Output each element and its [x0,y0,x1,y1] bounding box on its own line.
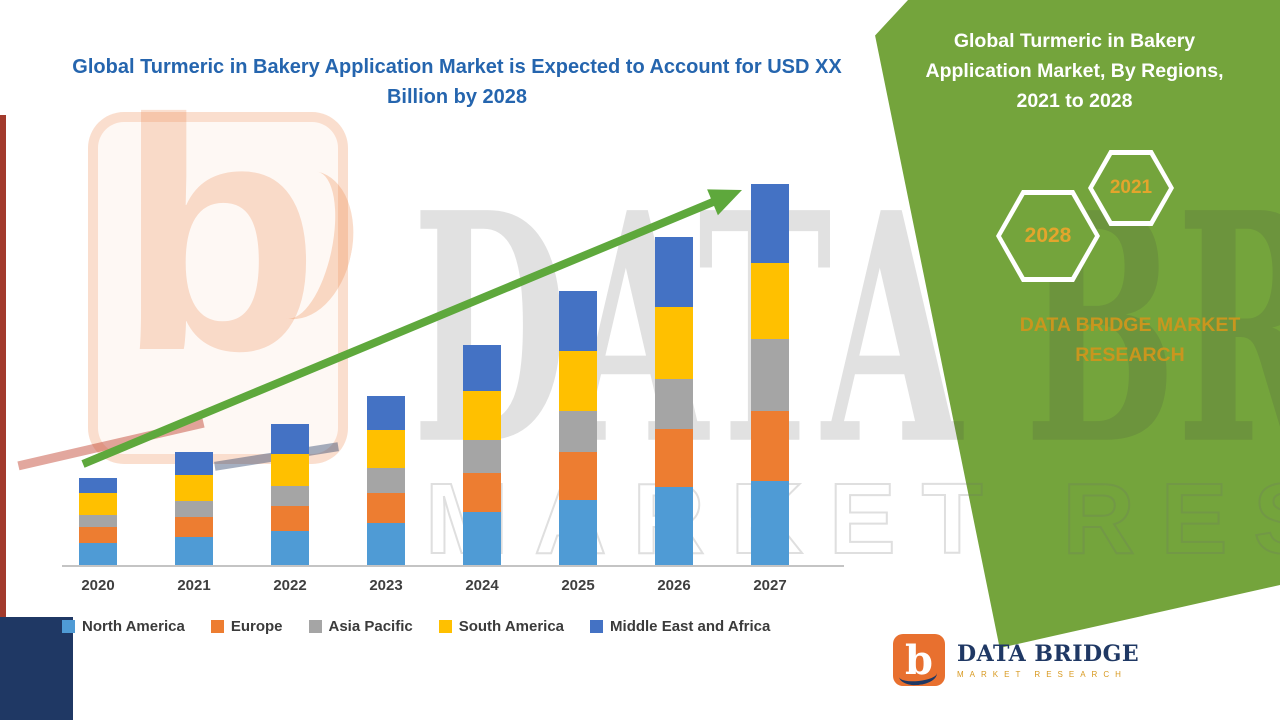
legend: North America Europe Asia Pacific South Ame… [62,618,770,635]
bar-segment-middle-east-and-africa [367,396,405,430]
bar-2023 [367,396,405,565]
legend-item-asia-pacific: Asia Pacific [308,618,413,635]
bar-segment-europe [271,506,309,531]
bar-2021 [175,452,213,565]
footer-logo-mark: b [893,634,945,687]
legend-label: North America [82,618,185,635]
footer-logo-letter: b [905,636,933,684]
footer-logo: b DATA BRIDGE MARKET RESEARCH [893,634,1139,687]
bar-segment-europe [175,517,213,537]
legend-item-south-america: South America [438,618,565,635]
bar-segment-europe [79,527,117,543]
legend-item-europe: Europe [210,618,283,635]
x-axis-label-2020: 2020 [81,577,115,594]
bar-segment-north-america [79,543,117,565]
x-axis-label-2021: 2021 [177,577,211,594]
bar-segment-south-america [79,493,117,515]
bar-segment-asia-pacific [175,501,213,517]
bottom-left-navy-block [0,617,73,720]
bar-segment-north-america [175,537,213,565]
x-axis-label-2025: 2025 [561,577,595,594]
legend-swatch [308,620,322,633]
watermark-data-bridge: DATA BRIDGE [412,145,1280,515]
bar-segment-south-america [367,430,405,468]
bar-segment-north-america [367,523,405,565]
x-axis-label-2023: 2023 [369,577,403,594]
bar-segment-europe [367,493,405,523]
bar-segment-asia-pacific [271,486,309,506]
legend-item-north-america: North America [62,618,185,635]
legend-label: South America [458,618,565,635]
legend-swatch [210,620,224,633]
bar-segment-middle-east-and-africa [79,478,117,493]
bar-segment-south-america [175,475,213,501]
x-axis-label-2026: 2026 [657,577,691,594]
legend-label: Europe [230,618,283,635]
legend-swatch [438,620,452,633]
legend-swatch [590,620,604,633]
x-axis-label-2024: 2024 [465,577,499,594]
chart-title: Global Turmeric in Bakery Application Ma… [72,56,842,108]
footer-logo-tagline: MARKET RESEARCH [957,670,1127,679]
bar-segment-north-america [271,531,309,565]
left-edge-strip [0,115,6,617]
legend-label: Middle East and Africa [610,618,771,635]
bar-segment-asia-pacific [79,515,117,527]
legend-label: Asia Pacific [328,618,413,635]
x-axis-label-2027: 2027 [753,577,787,594]
legend-item-middle-east-and-africa: Middle East and Africa [590,618,770,635]
watermark-market-research: MARKET RESEARCH [424,462,1280,576]
legend-swatch [62,620,75,633]
bar-2020 [79,478,117,565]
bar-segment-asia-pacific [367,468,405,493]
x-axis-label-2022: 2022 [273,577,307,594]
footer-logo-name: DATA BRIDGE [957,641,1140,667]
footer-logo-text: DATA BRIDGE MARKET RESEARCH [957,641,1139,679]
